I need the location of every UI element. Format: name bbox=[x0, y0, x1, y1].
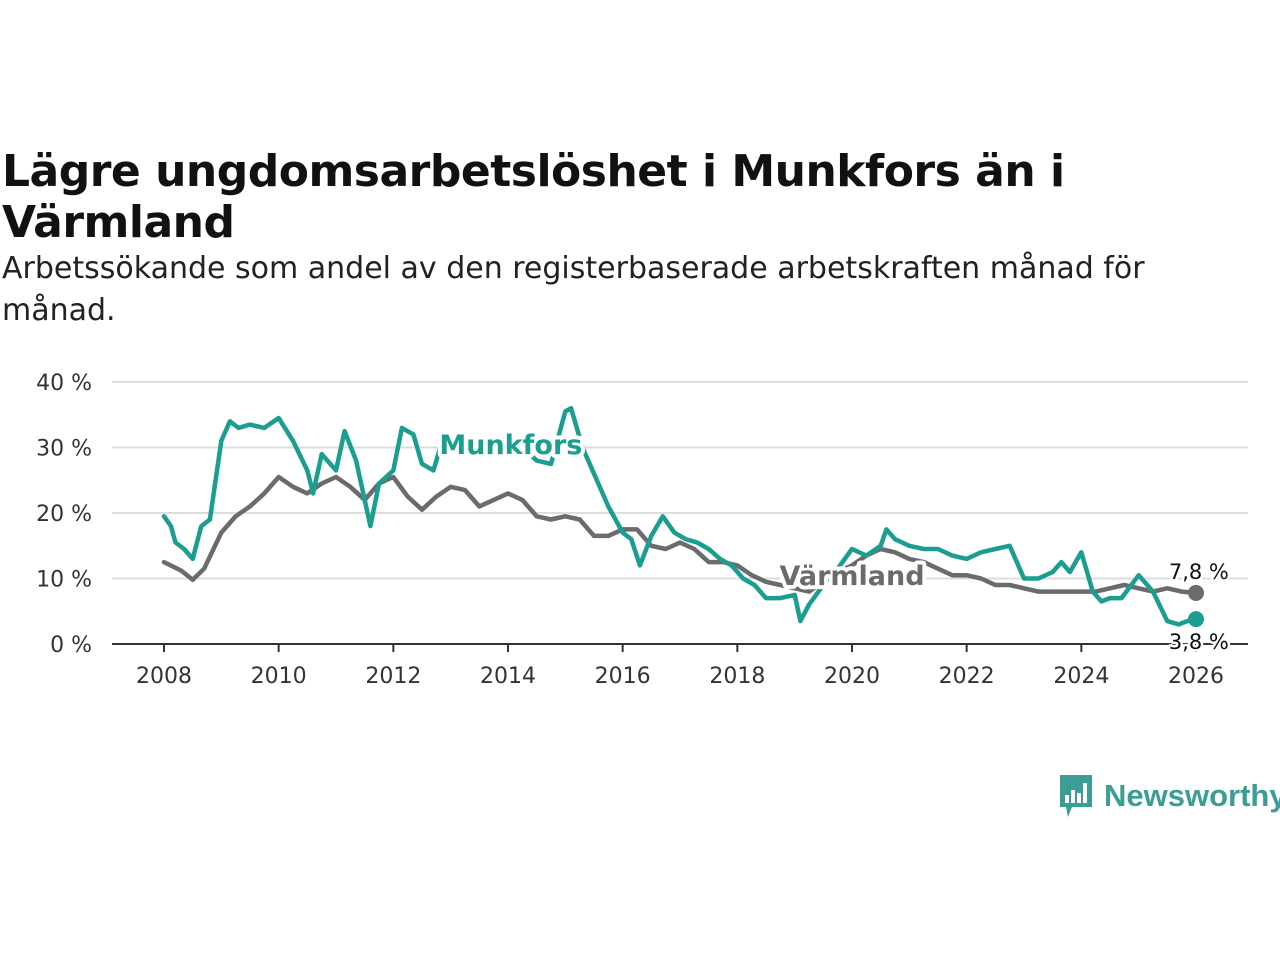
x-tick-label: 2014 bbox=[480, 664, 536, 689]
y-tick-label: 0 % bbox=[50, 633, 92, 658]
end-point-marker bbox=[1188, 584, 1204, 601]
x-tick-label: 2022 bbox=[939, 664, 995, 689]
y-tick-label: 10 % bbox=[36, 568, 92, 593]
label-layer: Munkfors Värmland 7,8 % 3,8 % bbox=[435, 426, 1231, 657]
series-label-varmland: Värmland bbox=[779, 561, 924, 592]
series-line-munkfors bbox=[161, 405, 1199, 627]
axis-layer: 0 % 10 % 20 % 30 % 40 % 2008 2010 2012 2014 2016 2… bbox=[36, 371, 1248, 689]
series-layer bbox=[161, 405, 1204, 628]
page-subtitle: Arbetssökande som andel av den registerb… bbox=[2, 251, 1145, 328]
series-label-munkfors: Munkfors bbox=[439, 430, 582, 461]
brand-name: Newsworthy bbox=[1104, 778, 1280, 813]
x-tick-label: 2016 bbox=[595, 664, 651, 689]
end-point-marker bbox=[1188, 611, 1204, 628]
y-tick-label: 20 % bbox=[36, 502, 92, 527]
brand[interactable]: Newsworthy bbox=[1058, 772, 1280, 820]
y-tick-label: 30 % bbox=[36, 437, 92, 462]
x-tick-label: 2020 bbox=[824, 664, 880, 689]
x-tick-label: 2008 bbox=[136, 664, 192, 689]
x-tick-label: 2026 bbox=[1168, 664, 1224, 689]
x-tick-label: 2024 bbox=[1053, 664, 1109, 689]
newsworthy-logo-icon bbox=[1060, 775, 1092, 817]
end-label-munkfors: 3,8 % bbox=[1169, 630, 1229, 654]
y-tick-label: 40 % bbox=[36, 371, 92, 396]
end-label-varmland: 7,8 % bbox=[1169, 560, 1229, 584]
x-tick-label: 2010 bbox=[251, 664, 307, 689]
grid-layer bbox=[112, 381, 1248, 580]
x-tick-label: 2012 bbox=[365, 664, 421, 689]
x-tick-label: 2018 bbox=[709, 664, 765, 689]
series-line-varmland bbox=[161, 474, 1199, 596]
page-title: Lägre ungdomsarbetslöshet i Munkfors än … bbox=[2, 146, 1065, 248]
